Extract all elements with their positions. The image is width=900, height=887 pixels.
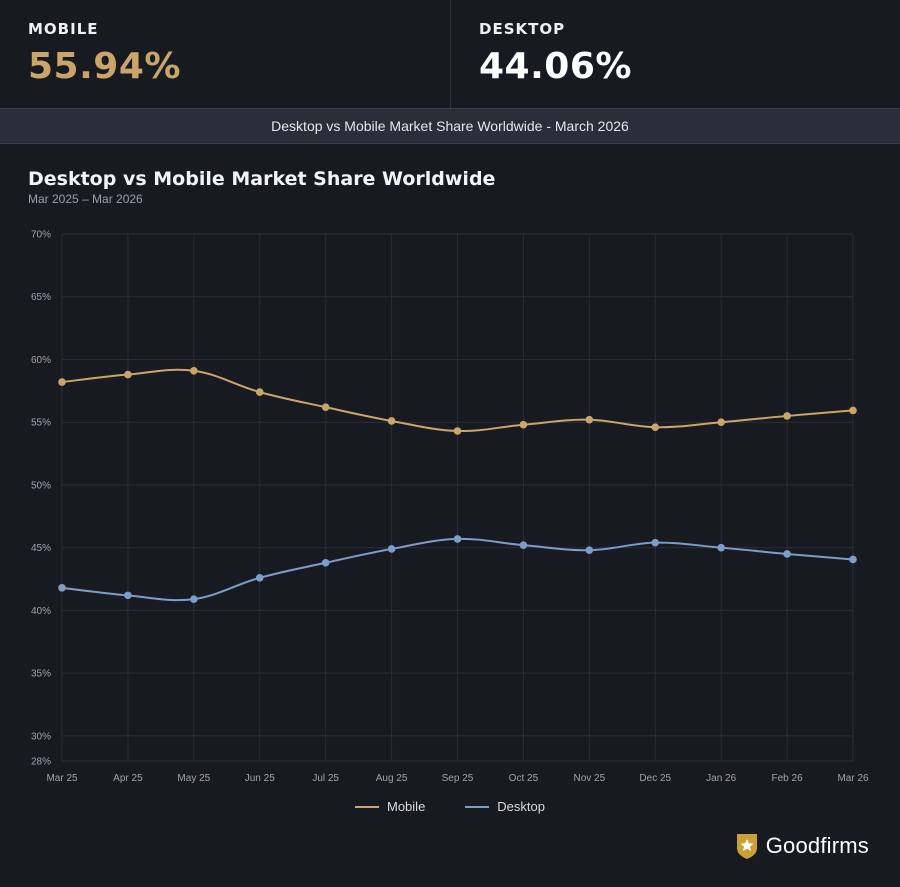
stats-bar: MOBILE 55.94% DESKTOP 44.06% bbox=[0, 0, 900, 108]
legend-label-desktop: Desktop bbox=[497, 799, 545, 814]
legend-item-desktop[interactable]: Desktop bbox=[465, 799, 545, 814]
x-tick-label: Dec 25 bbox=[639, 773, 671, 784]
data-point-desktop[interactable] bbox=[58, 584, 66, 592]
x-tick-label: Nov 25 bbox=[573, 773, 605, 784]
chart-grid bbox=[61, 233, 854, 762]
x-tick-label: May 25 bbox=[177, 773, 210, 784]
data-point-desktop[interactable] bbox=[124, 591, 132, 600]
data-point-mobile[interactable] bbox=[717, 418, 725, 427]
data-point-mobile[interactable] bbox=[58, 378, 66, 386]
x-tick-label: Sep 25 bbox=[442, 773, 474, 784]
data-point-desktop[interactable] bbox=[717, 543, 725, 552]
desktop-stat-label: DESKTOP bbox=[479, 20, 566, 38]
chart-subtitle: Mar 2025 – Mar 2026 bbox=[28, 192, 143, 206]
chart-axes: 70% 65% 60% 55% 50% 45% 40% 35% 30% 28% Mar 25 Apr … bbox=[31, 230, 869, 785]
y-tick-label: 50% bbox=[31, 480, 51, 491]
data-point-desktop[interactable] bbox=[585, 546, 594, 554]
data-point-desktop[interactable] bbox=[849, 555, 857, 564]
y-tick-label: 70% bbox=[31, 230, 51, 241]
y-tick-label: 30% bbox=[31, 731, 51, 742]
data-point-mobile[interactable] bbox=[585, 415, 594, 424]
chart-series bbox=[58, 366, 857, 603]
shield-star-icon bbox=[736, 834, 757, 859]
legend-swatch-desktop bbox=[465, 805, 490, 808]
x-tick-label: Mar 25 bbox=[46, 773, 78, 784]
x-tick-label: Feb 26 bbox=[772, 773, 804, 784]
y-tick-label: 28% bbox=[31, 757, 51, 768]
brand-logo: Goodfirms bbox=[736, 832, 869, 860]
data-point-mobile[interactable] bbox=[255, 388, 264, 396]
x-tick-label: Mar 26 bbox=[837, 773, 869, 784]
y-tick-label: 35% bbox=[31, 669, 51, 680]
x-tick-label: Oct 25 bbox=[509, 773, 539, 784]
data-point-mobile[interactable] bbox=[321, 403, 330, 411]
data-point-desktop[interactable] bbox=[321, 558, 330, 567]
data-point-desktop[interactable] bbox=[651, 538, 660, 547]
x-tick-label: Apr 25 bbox=[113, 773, 143, 784]
data-point-desktop[interactable] bbox=[519, 541, 528, 549]
data-point-desktop[interactable] bbox=[387, 545, 396, 553]
data-point-mobile[interactable] bbox=[651, 423, 660, 432]
data-point-desktop[interactable] bbox=[190, 595, 198, 603]
y-tick-label: 55% bbox=[31, 418, 51, 429]
data-point-mobile[interactable] bbox=[387, 417, 396, 425]
mobile-stat: MOBILE 55.94% bbox=[0, 0, 450, 108]
data-point-mobile[interactable] bbox=[783, 412, 791, 420]
data-point-desktop[interactable] bbox=[453, 535, 462, 543]
data-point-desktop[interactable] bbox=[783, 550, 791, 558]
data-point-mobile[interactable] bbox=[519, 420, 528, 429]
data-point-mobile[interactable] bbox=[849, 406, 857, 415]
legend-item-mobile[interactable]: Mobile bbox=[355, 799, 425, 814]
chart-title: Desktop vs Mobile Market Share Worldwide bbox=[28, 168, 496, 190]
mobile-stat-label: MOBILE bbox=[28, 20, 99, 38]
data-point-mobile[interactable] bbox=[190, 366, 198, 375]
y-tick-label: 60% bbox=[31, 355, 51, 366]
y-tick-label: 45% bbox=[31, 543, 51, 554]
chart-legend: Mobile Desktop bbox=[0, 799, 900, 814]
mobile-stat-value: 55.94% bbox=[28, 46, 181, 87]
line-chart: 70% 65% 60% 55% 50% 45% 40% 35% 30% 28% Mar 25 Apr … bbox=[31, 230, 869, 785]
desktop-stat: DESKTOP 44.06% bbox=[450, 0, 900, 108]
desktop-stat-value: 44.06% bbox=[479, 46, 632, 87]
period-banner: Desktop vs Mobile Market Share Worldwide… bbox=[0, 108, 900, 144]
legend-label-mobile: Mobile bbox=[387, 799, 426, 814]
y-tick-label: 40% bbox=[31, 606, 51, 617]
x-tick-label: Jun 25 bbox=[245, 773, 275, 784]
y-tick-label: 65% bbox=[31, 292, 51, 303]
data-point-desktop[interactable] bbox=[255, 574, 264, 582]
data-point-mobile[interactable] bbox=[453, 427, 462, 435]
brand-name: Goodfirms bbox=[765, 833, 869, 858]
x-tick-label: Jan 26 bbox=[706, 773, 736, 784]
data-point-mobile[interactable] bbox=[124, 370, 132, 379]
x-tick-label: Aug 25 bbox=[376, 773, 408, 784]
legend-swatch-mobile bbox=[355, 805, 379, 808]
x-tick-label: Jul 25 bbox=[312, 773, 339, 784]
